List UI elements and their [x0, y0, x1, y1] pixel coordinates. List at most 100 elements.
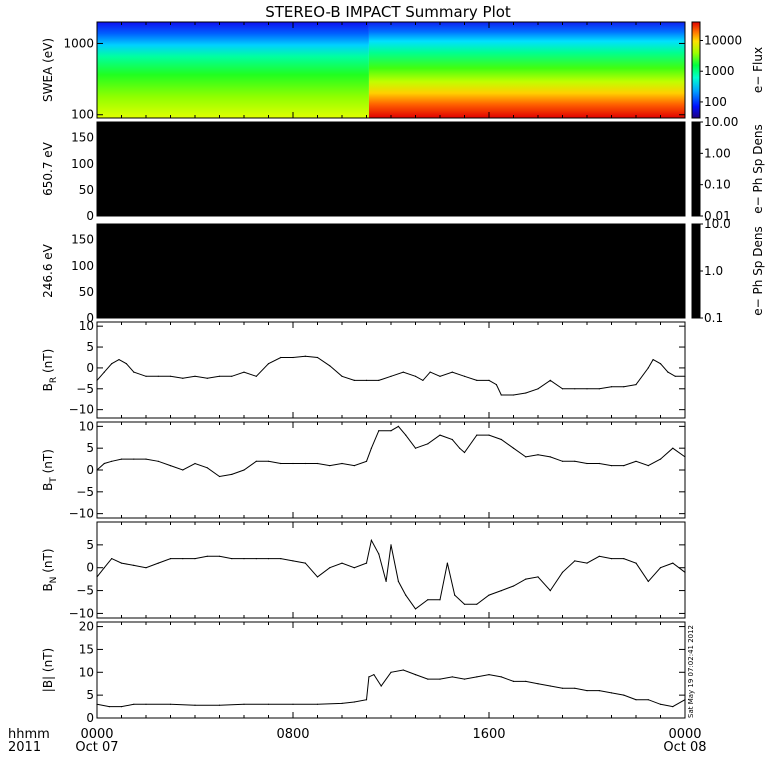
- y-tick-label: −5: [76, 382, 94, 396]
- data-point: [157, 460, 159, 462]
- data-point: [368, 676, 370, 678]
- data-point: [446, 562, 448, 564]
- data-point: [267, 558, 270, 560]
- data-point: [451, 438, 453, 441]
- data-point: [463, 375, 466, 377]
- data-point: [194, 558, 196, 560]
- data-point: [380, 685, 382, 687]
- data-point: [120, 562, 123, 564]
- colorbar: [691, 121, 701, 217]
- data-point: [488, 594, 490, 596]
- y-tick-label: 100: [71, 108, 94, 122]
- data-point: [365, 379, 368, 381]
- data-point: [512, 394, 515, 396]
- panel-5: −10 −5 0 5 10 BT (nT): [41, 419, 686, 521]
- data-point: [414, 608, 417, 610]
- data-point: [463, 603, 466, 605]
- data-point: [635, 384, 637, 386]
- time-tick-label: 0000: [80, 727, 113, 742]
- colorbar-tick-label: 0.01: [704, 209, 731, 223]
- data-point: [525, 456, 527, 458]
- data-point: [206, 377, 208, 379]
- data-point: [218, 475, 221, 478]
- data-point: [365, 562, 368, 564]
- data-point: [378, 379, 380, 381]
- data-point: [145, 567, 147, 569]
- data-point: [133, 371, 135, 373]
- time-tick-label: 1600: [472, 727, 505, 742]
- series-line: [96, 669, 686, 708]
- data-point: [111, 558, 113, 560]
- data-point: [316, 703, 319, 705]
- data-point: [292, 356, 294, 359]
- data-point: [598, 462, 600, 465]
- panel-7: 0 5 10 15 20 |B| (nT): [41, 620, 686, 725]
- data-point: [133, 703, 135, 705]
- data-point: [194, 462, 196, 465]
- colorbar-tick-label: 1.00: [704, 146, 731, 160]
- data-point: [451, 676, 453, 678]
- y-tick-label: 5: [86, 538, 94, 552]
- data-point: [652, 359, 654, 361]
- data-point: [561, 687, 564, 689]
- data-point: [120, 706, 123, 708]
- data-point: [549, 590, 551, 592]
- data-point: [182, 558, 184, 560]
- y-tick-label: 150: [71, 131, 94, 145]
- colorbar: [691, 21, 701, 119]
- y-tick-label: −5: [76, 485, 94, 499]
- y-tick-label: 50: [79, 285, 94, 299]
- data-point: [610, 692, 613, 694]
- data-point: [488, 379, 490, 381]
- data-point: [439, 599, 441, 601]
- data-point: [549, 456, 551, 458]
- y-axis-label: BN (nT): [41, 548, 59, 591]
- data-point: [402, 669, 404, 671]
- data-point: [120, 458, 123, 460]
- data-point: [370, 539, 372, 541]
- data-point: [647, 699, 649, 701]
- panel-1: 100 1000 10000 e− Flux 100 1000 SWEA (eV): [41, 21, 765, 122]
- data-point: [390, 375, 392, 377]
- data-point: [476, 379, 478, 381]
- data-point: [635, 460, 637, 462]
- data-point: [500, 438, 502, 441]
- data-point: [169, 703, 172, 705]
- data-point: [353, 567, 355, 569]
- y-tick-label: 0: [86, 361, 94, 375]
- panel-2: 0.01 0.10 1.00 10.00 e− Ph Sp Dens 0 50 100 150 6…: [41, 115, 765, 223]
- data-point: [218, 704, 221, 706]
- colorbar-tick-label: 0.1: [704, 311, 723, 325]
- series-line: [96, 425, 686, 478]
- data-point: [610, 465, 613, 467]
- data-point: [586, 690, 588, 692]
- y-tick-label: −10: [69, 606, 94, 620]
- data-point: [405, 594, 407, 596]
- series-line: [96, 355, 685, 396]
- data-point: [390, 544, 392, 546]
- data-point: [304, 462, 306, 465]
- data-point: [549, 685, 551, 687]
- data-point: [133, 564, 135, 567]
- data-point: [267, 363, 270, 365]
- data-point: [429, 371, 431, 373]
- y-tick-label: 100: [71, 259, 94, 273]
- data-point: [292, 462, 294, 465]
- data-point: [402, 371, 404, 373]
- panel-frame: [96, 321, 686, 419]
- panel-frame: [96, 521, 686, 619]
- data-point: [231, 375, 233, 377]
- y-tick-label: 5: [86, 441, 94, 455]
- data-point: [439, 375, 441, 377]
- data-point: [390, 671, 392, 673]
- data-point: [586, 562, 588, 564]
- data-point: [341, 462, 343, 465]
- y-tick-label: 20: [79, 620, 94, 634]
- data-point: [304, 355, 306, 357]
- data-point: [451, 371, 453, 373]
- panel-4: −10 −5 0 5 10 BR (nT): [41, 319, 686, 419]
- panel-frame: [96, 621, 686, 719]
- data-point: [488, 434, 490, 436]
